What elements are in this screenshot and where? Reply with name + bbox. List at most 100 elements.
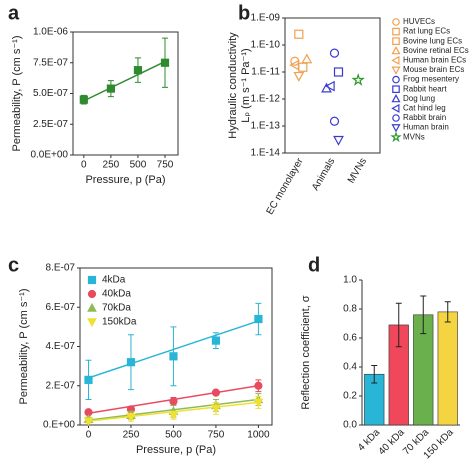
x-tick-label: 500 <box>130 160 147 171</box>
y-tick-label: 6.E-07 <box>46 302 76 313</box>
y-axis-label: Reflection coefficient, σ <box>300 295 312 409</box>
legend-label: Bovine lung ECs <box>403 36 462 45</box>
y-tick-label: 0.4 <box>343 362 357 373</box>
y-tick-label: 1.E-13 <box>251 121 281 132</box>
legend-label: Dog lung <box>403 94 435 103</box>
x-tick-label: Animals <box>310 156 337 192</box>
y-axis-label: Hydraulic conductivity <box>227 32 239 139</box>
marker <box>351 73 365 86</box>
x-tick-label: MVNs <box>346 156 369 185</box>
legend-label: 4kDa <box>102 275 126 286</box>
marker <box>83 417 94 427</box>
legend-label: Bovine retinal ECs <box>403 46 469 55</box>
y-tick-label: 1.E-14 <box>251 148 281 159</box>
marker <box>211 388 221 397</box>
legend-marker <box>391 124 401 133</box>
legend-label: MVNs <box>403 132 425 141</box>
legend-label: 40kDa <box>102 289 131 300</box>
legend-marker <box>391 94 401 103</box>
marker <box>293 71 305 82</box>
x-tick-label: 500 <box>165 430 182 441</box>
y-tick-label: 0.2 <box>343 391 357 402</box>
y-tick-label: 8.E-07 <box>46 263 76 274</box>
error-bar <box>444 301 451 323</box>
y-tick-label: 1.0E-06 <box>33 27 68 38</box>
legend-marker <box>391 103 400 113</box>
legend-label: Rat lung ECs <box>403 27 450 36</box>
error-bar <box>395 302 402 348</box>
x-tick-label: 250 <box>123 430 140 441</box>
x-tick-label: 1000 <box>247 430 270 441</box>
marker <box>324 80 335 92</box>
y-tick-label: 2.5E-07 <box>33 119 68 130</box>
y-tick-label: 1.E-12 <box>251 94 281 105</box>
fit-line <box>83 60 166 102</box>
legend-label: Mouse brain ECs <box>403 65 464 74</box>
panel-label: d <box>308 254 320 276</box>
legend-marker <box>392 85 400 94</box>
marker <box>298 62 308 72</box>
marker <box>126 413 136 423</box>
marker <box>211 336 221 345</box>
legend-label: Human brain ECs <box>403 56 466 65</box>
marker <box>160 58 170 67</box>
y-tick-label: 4.E-07 <box>46 341 76 352</box>
marker <box>133 66 143 75</box>
y-axis-label: Permeability, P (cm s⁻¹) <box>18 288 30 404</box>
legend-label: 150kDa <box>102 317 137 328</box>
marker <box>289 59 300 71</box>
x-tick-label: 250 <box>103 160 120 171</box>
marker <box>79 95 88 104</box>
y-tick-label: 0.6 <box>343 333 357 344</box>
marker <box>294 29 304 39</box>
y-tick-label: 2.E-07 <box>46 380 76 391</box>
legend-label: Frog mesentery <box>403 75 459 84</box>
marker <box>333 135 344 146</box>
legend-marker <box>391 46 401 55</box>
plot-frame <box>284 17 381 154</box>
marker <box>211 404 221 414</box>
plot-frame <box>72 31 179 156</box>
legend-marker <box>87 289 97 299</box>
legend-label: HUVECs <box>403 17 435 26</box>
marker <box>301 53 313 64</box>
x-axis-label: Pressure, p (Pa) <box>136 444 216 456</box>
marker <box>168 411 179 421</box>
x-tick-label: 750 <box>157 160 174 171</box>
marker <box>106 84 115 93</box>
legend-label: Cat hind leg <box>403 104 446 113</box>
legend-marker <box>391 66 401 75</box>
error-bar <box>371 365 378 384</box>
y-tick-label: 0.8 <box>343 304 357 315</box>
panel-label: b <box>238 2 250 24</box>
x-axis-label: Pressure, p (Pa) <box>85 174 165 186</box>
panel-label: a <box>8 2 20 24</box>
x-tick-label: 0 <box>86 430 92 441</box>
marker <box>254 314 263 324</box>
legend-marker <box>392 27 400 36</box>
y-tick-label: 1.E-11 <box>251 67 280 78</box>
legend-marker <box>391 55 400 65</box>
legend-marker <box>87 275 97 285</box>
marker <box>253 398 264 408</box>
panel-label: c <box>8 254 19 276</box>
y-axis-label: Lₚ (m s⁻¹ Pa⁻¹) <box>240 48 252 122</box>
legend-label: Human brain <box>403 123 449 132</box>
legend-marker <box>392 18 400 26</box>
bar <box>437 311 458 426</box>
legend-marker <box>392 114 400 122</box>
marker <box>329 48 340 58</box>
x-tick-label: 0 <box>81 160 87 171</box>
legend-marker <box>392 75 400 84</box>
y-tick-label: 1.E-09 <box>251 13 281 24</box>
marker <box>329 116 340 126</box>
marker <box>169 397 178 406</box>
y-tick-label: 1.0 <box>343 275 357 286</box>
legend-marker <box>87 302 97 312</box>
marker <box>84 375 93 384</box>
legend-marker <box>87 318 97 328</box>
legend-marker <box>392 37 400 46</box>
y-tick-label: 0.0 <box>343 420 357 431</box>
y-tick-label: 5.0E-07 <box>33 88 68 99</box>
